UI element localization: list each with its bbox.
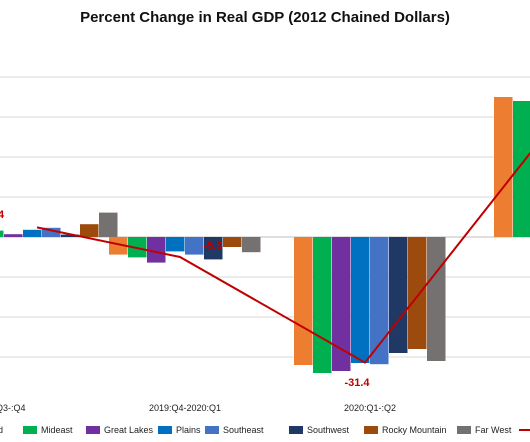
bar bbox=[61, 234, 80, 237]
bar bbox=[23, 229, 42, 237]
bar bbox=[494, 97, 513, 237]
bar bbox=[80, 224, 99, 237]
legend-label: Far West bbox=[475, 425, 512, 435]
bar bbox=[332, 237, 351, 371]
x-tick-label: Q3-:Q4 bbox=[0, 403, 26, 413]
bar bbox=[408, 237, 427, 349]
line-series bbox=[36, 151, 530, 364]
legend-swatch bbox=[23, 426, 37, 434]
legend-swatch bbox=[86, 426, 100, 434]
bars bbox=[0, 97, 530, 373]
bar bbox=[389, 237, 408, 353]
data-labels: 4 -5.0 -31.4 bbox=[0, 209, 370, 389]
bar bbox=[185, 237, 204, 255]
legend-label: Mideast bbox=[41, 425, 73, 435]
legend-label: Southeast bbox=[223, 425, 264, 435]
legend-label: Southwest bbox=[307, 425, 350, 435]
bar bbox=[223, 237, 242, 247]
chart-title: Percent Change in Real GDP (2012 Chained… bbox=[80, 9, 450, 26]
legend-swatch bbox=[205, 426, 219, 434]
gridlines bbox=[0, 76, 530, 358]
legend-swatch bbox=[289, 426, 303, 434]
legend-label: d bbox=[0, 425, 3, 435]
bar bbox=[147, 237, 166, 263]
legend: d Mideast Great Lakes Plains Southeast Southw… bbox=[0, 425, 530, 435]
bar bbox=[242, 237, 261, 253]
x-tick-labels: Q3-:Q4 2019:Q4-2020:Q1 2020:Q1-:Q2 bbox=[0, 403, 396, 413]
legend-swatch bbox=[158, 426, 172, 434]
line-series-path bbox=[36, 151, 530, 364]
x-tick-label: 2019:Q4-2020:Q1 bbox=[149, 403, 221, 413]
bar bbox=[4, 234, 23, 237]
data-label: 4 bbox=[0, 209, 5, 221]
legend-label: Plains bbox=[176, 425, 201, 435]
bar bbox=[0, 230, 4, 237]
bar bbox=[294, 237, 313, 365]
data-label: -5.0 bbox=[204, 240, 223, 252]
bar bbox=[166, 237, 185, 252]
x-tick-label: 2020:Q1-:Q2 bbox=[344, 403, 396, 413]
data-label: -31.4 bbox=[344, 377, 370, 389]
bar bbox=[513, 101, 530, 237]
bar bbox=[99, 212, 118, 237]
bar bbox=[204, 237, 223, 260]
legend-swatch bbox=[364, 426, 378, 434]
bar bbox=[370, 237, 389, 365]
legend-swatch bbox=[457, 426, 471, 434]
legend-label: Great Lakes bbox=[104, 425, 154, 435]
legend-label: Rocky Mountain bbox=[382, 425, 447, 435]
bar bbox=[313, 237, 332, 373]
bar bbox=[351, 237, 370, 363]
bar bbox=[42, 227, 61, 237]
bar bbox=[109, 237, 128, 255]
bar bbox=[427, 237, 446, 361]
